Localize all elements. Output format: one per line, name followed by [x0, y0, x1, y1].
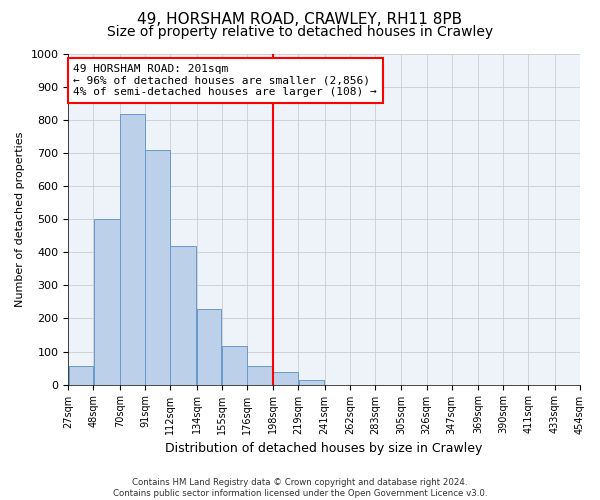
Bar: [120, 114, 145, 384]
Text: Contains HM Land Registry data © Crown copyright and database right 2024.
Contai: Contains HM Land Registry data © Crown c…: [113, 478, 487, 498]
Text: 49 HORSHAM ROAD: 201sqm
← 96% of detached houses are smaller (2,856)
4% of semi-: 49 HORSHAM ROAD: 201sqm ← 96% of detache…: [73, 64, 377, 97]
Bar: [68, 366, 93, 384]
Bar: [94, 220, 119, 384]
X-axis label: Distribution of detached houses by size in Crawley: Distribution of detached houses by size …: [166, 442, 483, 455]
Text: 49, HORSHAM ROAD, CRAWLEY, RH11 8PB: 49, HORSHAM ROAD, CRAWLEY, RH11 8PB: [137, 12, 463, 28]
Bar: [299, 380, 325, 384]
Text: Size of property relative to detached houses in Crawley: Size of property relative to detached ho…: [107, 25, 493, 39]
Bar: [274, 372, 298, 384]
Bar: [170, 246, 196, 384]
Y-axis label: Number of detached properties: Number of detached properties: [15, 132, 25, 307]
Bar: [197, 308, 221, 384]
Bar: [145, 150, 170, 384]
Bar: [222, 346, 247, 385]
Bar: [247, 366, 273, 384]
